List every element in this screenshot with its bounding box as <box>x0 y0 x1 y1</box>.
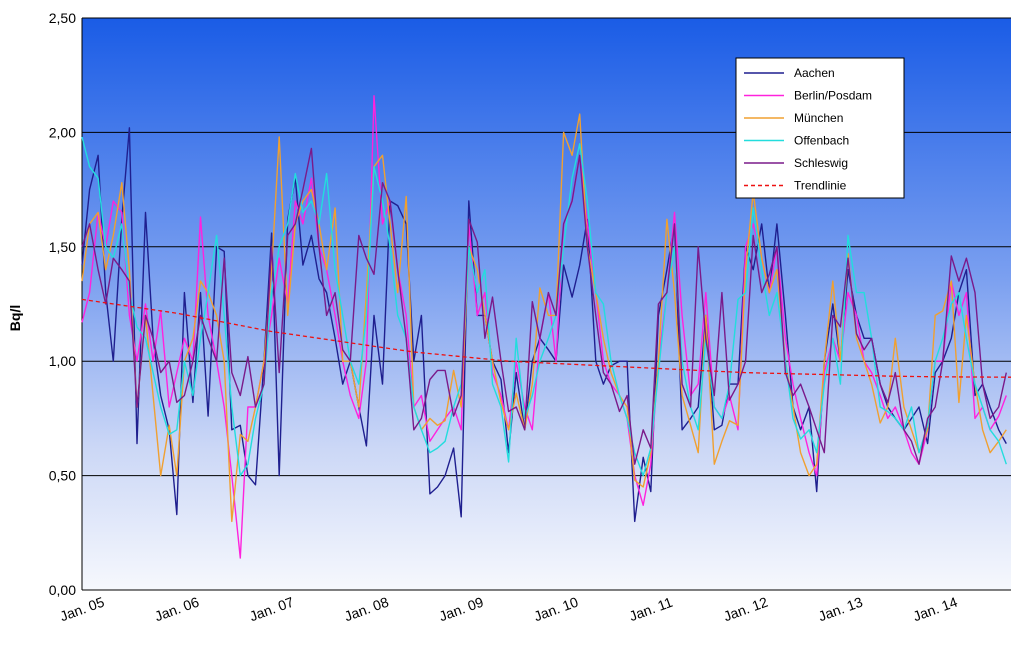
x-tick-label: Jan. 06 <box>152 594 201 625</box>
series-lines <box>81 95 1011 559</box>
x-tick-label: Jan. 08 <box>342 594 391 625</box>
legend-label: Berlin/Posdam <box>794 89 872 103</box>
y-axis-ticks: 0,00 0,50 1,00 1,50 2,00 2,50 <box>49 10 76 598</box>
x-tick-label: Jan. 09 <box>437 594 486 625</box>
x-axis-ticks: Jan. 05 Jan. 06 Jan. 07 Jan. 08 Jan. 09 Jan. … <box>58 594 960 625</box>
x-tick-label: Jan. 13 <box>816 594 865 625</box>
x-tick-label: Jan. 11 <box>627 594 675 624</box>
legend-label: Schleswig <box>794 156 848 170</box>
x-tick-label: Jan. 10 <box>532 594 581 625</box>
y-tick-label: 0,50 <box>49 468 76 484</box>
series-line-3 <box>81 136 1007 477</box>
y-tick-label: 2,00 <box>49 124 76 140</box>
x-tick-label: Jan. 07 <box>247 594 296 625</box>
legend-label: Offenbach <box>794 134 849 148</box>
y-tick-label: 2,50 <box>49 10 76 26</box>
legend-label: Aachen <box>794 66 835 80</box>
legend-label: München <box>794 111 843 125</box>
x-tick-label: Jan. 05 <box>58 594 107 625</box>
x-tick-label: Jan. 12 <box>721 594 770 625</box>
legend-box <box>735 57 905 199</box>
legend-label: Trendlinie <box>794 179 847 193</box>
series-line-4 <box>81 147 1007 465</box>
y-axis-label: Bq/l <box>7 305 23 331</box>
y-tick-label: 0,00 <box>49 582 76 598</box>
legend: Aachen Berlin/Posdam München Offenbach Schle… <box>735 57 905 199</box>
x-tick-label: Jan. 14 <box>911 594 960 625</box>
y-tick-label: 1,50 <box>49 239 76 255</box>
y-tick-label: 1,00 <box>49 353 76 369</box>
